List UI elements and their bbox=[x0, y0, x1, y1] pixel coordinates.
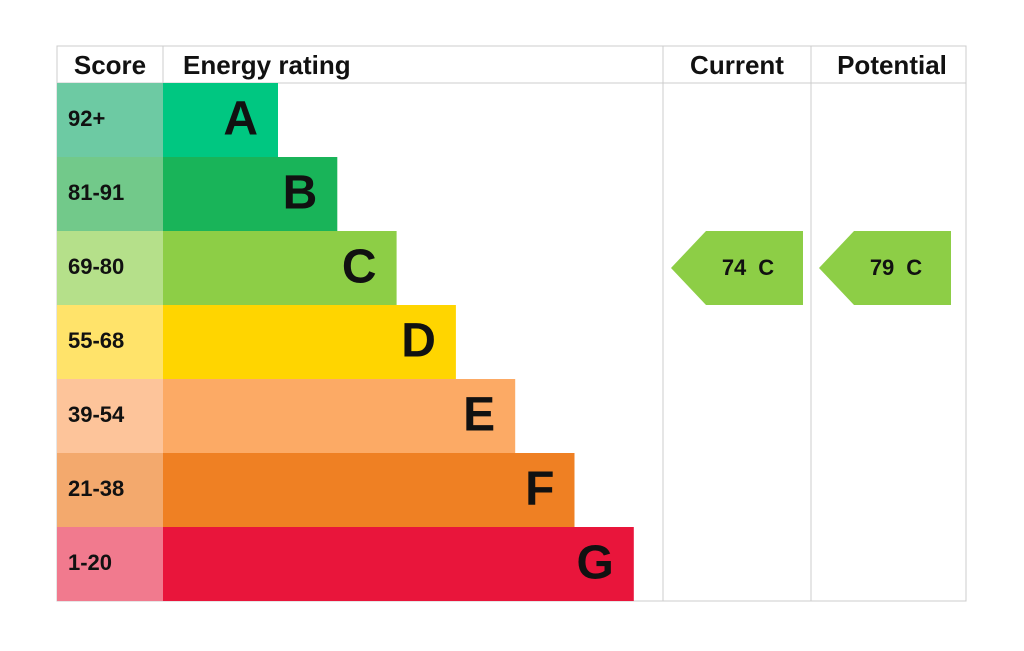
header-potential: Potential bbox=[837, 50, 947, 80]
potential-letter: C bbox=[906, 255, 922, 280]
header-rating: Energy rating bbox=[183, 50, 351, 80]
rating-bar bbox=[163, 83, 278, 157]
rating-bar bbox=[163, 231, 397, 305]
potential-arrow bbox=[819, 231, 951, 305]
header-score: Score bbox=[74, 50, 146, 80]
rating-bar bbox=[163, 379, 516, 453]
score-cell bbox=[57, 527, 163, 601]
rating-letter: B bbox=[283, 167, 318, 220]
potential-value: 79 bbox=[870, 255, 894, 280]
rating-letter: F bbox=[525, 463, 554, 516]
rating-letter: A bbox=[223, 93, 258, 146]
score-cell bbox=[57, 157, 163, 231]
rating-bar bbox=[163, 305, 456, 379]
score-cell bbox=[57, 379, 163, 453]
rating-letter: D bbox=[401, 315, 436, 368]
score-cell bbox=[57, 305, 163, 379]
current-label: 74 C bbox=[722, 255, 774, 280]
rating-bar bbox=[163, 157, 338, 231]
rating-letter: E bbox=[463, 389, 495, 442]
current-arrow bbox=[671, 231, 803, 305]
score-range: 92+ bbox=[68, 106, 105, 131]
score-cell bbox=[57, 453, 163, 527]
rating-letter: G bbox=[576, 537, 613, 590]
score-range: 69-80 bbox=[68, 254, 124, 279]
current-letter: C bbox=[758, 255, 774, 280]
score-range: 1-20 bbox=[68, 550, 112, 575]
score-cell bbox=[57, 83, 163, 157]
score-cell bbox=[57, 231, 163, 305]
rating-bar bbox=[163, 527, 634, 601]
header-current: Current bbox=[690, 50, 784, 80]
score-range: 55-68 bbox=[68, 328, 124, 353]
score-range: 39-54 bbox=[68, 402, 125, 427]
score-range: 81-91 bbox=[68, 180, 124, 205]
score-range: 21-38 bbox=[68, 476, 124, 501]
rating-bar bbox=[163, 453, 575, 527]
rating-letter: C bbox=[342, 241, 377, 294]
potential-label: 79 C bbox=[870, 255, 922, 280]
current-value: 74 bbox=[722, 255, 747, 280]
